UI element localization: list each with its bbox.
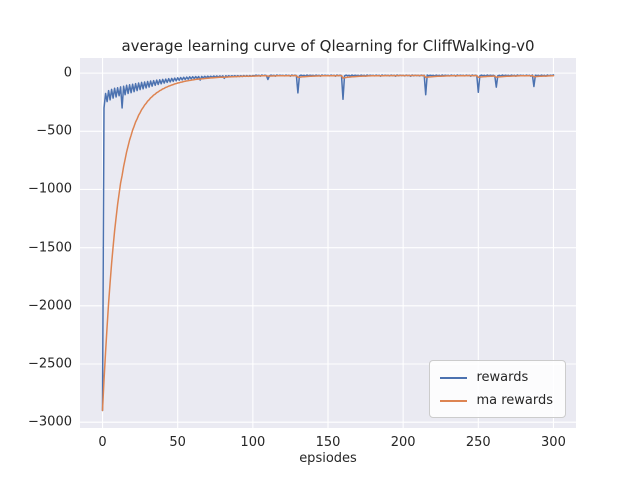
ma-rewards-line xyxy=(101,74,555,412)
y-tick-label: −2000 xyxy=(28,298,72,314)
legend-item-rewards: rewards xyxy=(440,370,553,385)
y-tick-label: −3000 xyxy=(28,414,72,430)
y-tick-label: 0 xyxy=(63,65,72,81)
x-axis-label: epsiodes xyxy=(299,451,357,466)
chart-title: average learning curve of Qlearning for … xyxy=(121,37,535,55)
x-tick-label: 0 xyxy=(98,435,107,450)
legend-item-ma-rewards: ma rewards xyxy=(440,393,553,408)
x-tick-label: 50 xyxy=(169,435,186,450)
x-tick-label: 250 xyxy=(465,435,491,450)
x-tick-label: 300 xyxy=(541,435,566,450)
y-tick-label: −1500 xyxy=(28,240,72,256)
x-tick-label: 150 xyxy=(315,435,341,450)
legend: rewards ma rewards xyxy=(429,360,566,418)
ma-rewards-line-sample xyxy=(440,399,468,402)
rewards-line-sample xyxy=(440,376,468,379)
y-tick-label: −500 xyxy=(36,123,72,139)
legend-label-ma-rewards: ma rewards xyxy=(476,393,553,408)
legend-label-rewards: rewards xyxy=(476,370,529,385)
y-tick-label: −2500 xyxy=(28,356,72,372)
x-tick-label: 200 xyxy=(390,435,416,450)
x-tick-label: 100 xyxy=(240,435,266,450)
y-tick-label: −1000 xyxy=(28,181,72,197)
